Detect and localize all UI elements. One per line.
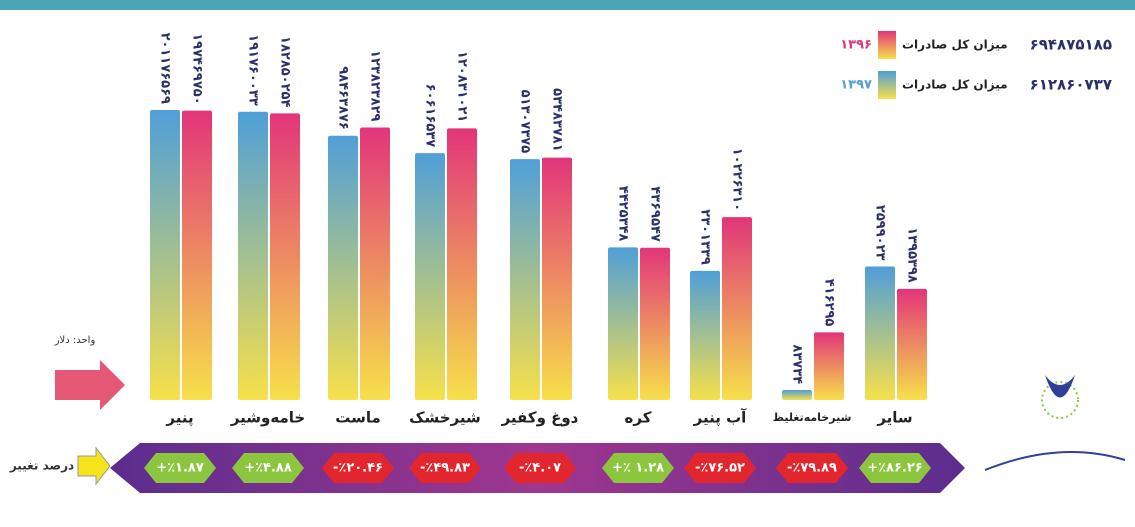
- bar: [897, 288, 927, 400]
- bar: [360, 127, 390, 400]
- bar: [182, 110, 212, 400]
- change-label: +٪۱.۸۷: [156, 461, 204, 476]
- bar: [150, 110, 180, 400]
- legend-swatch: [878, 71, 896, 99]
- change-badge: [602, 453, 674, 483]
- category-label: دوغ وکفیر: [501, 409, 579, 427]
- bar: [270, 113, 300, 400]
- change-arrow: [77, 446, 111, 486]
- bar: [640, 247, 670, 400]
- legend-swatch: [878, 31, 896, 59]
- change-title: درصد تغییر: [9, 459, 74, 473]
- value-label: ۵۱۳۰۷۳۷۵: [518, 90, 533, 154]
- value-label: ۲۰۱۱۷۶۵۶۹: [158, 33, 173, 104]
- category-label: شیرخشک: [409, 409, 481, 427]
- change-badge: [504, 453, 576, 483]
- legend-text: میزان کل صادرات: [902, 78, 1008, 92]
- value-label: ۱۹۱۷۶۰۰۳۳: [246, 34, 261, 105]
- bar: [865, 266, 895, 400]
- legend-name: ۱۳۹۶: [840, 38, 872, 53]
- logo: [984, 375, 1126, 471]
- category-label: پنیر: [165, 409, 193, 428]
- unit-label: واحد: دلار: [54, 335, 96, 346]
- legend-name: ۱۳۹۷: [840, 78, 872, 93]
- change-badge: [144, 453, 216, 483]
- unit-arrow: [55, 360, 125, 410]
- bar: [608, 247, 638, 400]
- legend-total: ۶۱۲۸۶۰۷۳۷: [1030, 76, 1112, 94]
- bar: [722, 217, 752, 400]
- change-badge: [684, 453, 756, 483]
- bar: [415, 153, 445, 400]
- bar: [782, 390, 812, 400]
- bar: [542, 157, 572, 400]
- bar: [238, 111, 268, 400]
- bar: [814, 332, 844, 400]
- value-label: ۱۲۳۸۲۳۸۲۹: [368, 50, 383, 121]
- change-label: -٪۷۹.۸۹: [787, 461, 837, 476]
- legend-text: میزان کل صادرات: [902, 38, 1008, 52]
- bar: [510, 159, 540, 400]
- change-badge: [322, 453, 394, 483]
- value-label: ۱۳۹۵۳۹۸: [905, 227, 920, 283]
- change-badge: [859, 453, 931, 483]
- value-label: ۱۹۷۴۶۹۷۵۰: [190, 33, 205, 104]
- bar: [328, 135, 358, 401]
- value-label: ۵۳۴۸۳۷۸۱: [550, 88, 565, 151]
- value-label: ۴۴۲۵۳۴۸: [616, 186, 631, 242]
- change-badge: [232, 453, 304, 483]
- change-badge: [776, 453, 848, 483]
- bar: [447, 128, 477, 400]
- value-label: ۶۰۶۱۶۵۳۷: [423, 84, 438, 148]
- category-label: آب پنیر: [693, 409, 748, 428]
- legend-total: ۶۹۴۸۷۵۱۸۵: [1030, 36, 1112, 54]
- value-label: ۴۳۶۹۵۴۷: [648, 186, 663, 242]
- change-label: +٪۸۶.۲۶: [867, 461, 923, 476]
- change-label: -٪۴.۰۷: [519, 461, 561, 476]
- value-label: ۱۰۲۲۶۳۱۰: [730, 148, 745, 211]
- value-label: ۱۲۰۸۳۱۰۲۱: [455, 51, 470, 122]
- value-label: ۴۱۶۲۹۵: [822, 279, 837, 327]
- top-strip: [0, 0, 1135, 10]
- bar: [690, 270, 720, 400]
- change-label: -٪۷۶.۵۲: [695, 461, 745, 476]
- change-label: +٪ ۱.۲۸: [612, 461, 664, 476]
- change-label: +٪۴.۸۸: [244, 461, 292, 476]
- category-label: سایر: [876, 409, 912, 427]
- value-label: ۲۳۰۱۳۳۹: [698, 209, 713, 265]
- category-label: شیرخامه‌تغلیظ: [773, 411, 852, 424]
- category-label: ماست: [335, 409, 381, 427]
- value-label: ۹۸۴۶۳۸۷۶: [336, 66, 351, 129]
- change-label: -٪۲۰.۴۶: [333, 461, 383, 476]
- change-label: -٪۴۹.۸۳: [420, 461, 470, 476]
- value-label: ۲۵۹۹۰۲۳: [873, 205, 888, 261]
- category-label: خامه‌وشیر: [230, 409, 305, 427]
- value-label: ۸۳۷۳۴: [790, 344, 805, 384]
- category-label: کره: [625, 409, 652, 427]
- value-label: ۱۸۲۸۵۰۲۵۴: [278, 36, 293, 107]
- change-badge: [409, 453, 481, 483]
